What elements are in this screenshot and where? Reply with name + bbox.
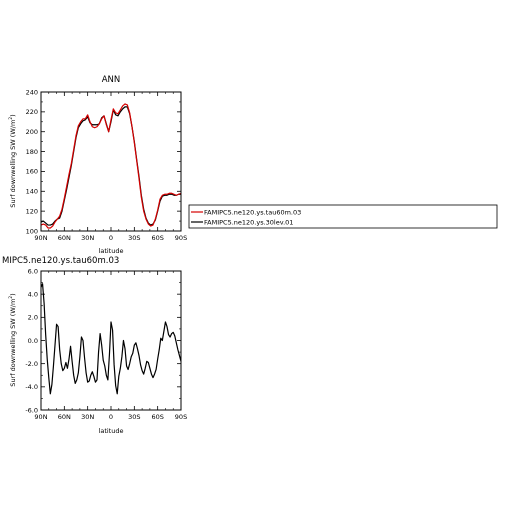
y-tick-label-bottom: 0.0 bbox=[28, 337, 38, 345]
x-tick-label-top: 60N bbox=[58, 234, 71, 242]
x-tick-label-bottom: 90S bbox=[175, 413, 187, 421]
y-tick-label-bottom: 4.0 bbox=[28, 290, 38, 298]
panel-bottom-ylabel: Surf downwelling SW (W/m2) bbox=[8, 293, 17, 386]
legend-box bbox=[188, 204, 498, 229]
series-line-top-0 bbox=[40, 103, 182, 229]
panel-top-lines bbox=[40, 103, 182, 229]
x-tick-label-top: 30N bbox=[81, 234, 94, 242]
x-tick-label-bottom: 30S bbox=[128, 413, 140, 421]
x-tick-label-bottom: 90N bbox=[34, 413, 47, 421]
x-tick-label-top: 0 bbox=[109, 234, 113, 242]
y-tick-label-top: 100 bbox=[26, 227, 38, 235]
panel-top-axes: 90N 60N 30N 0 30S 60S 90S 100 120 140 160 180 200 220… bbox=[26, 88, 188, 242]
y-tick-label-top: 240 bbox=[26, 88, 38, 96]
x-tick-label-top: 30S bbox=[128, 234, 140, 242]
y-tick-label-bottom: -4.0 bbox=[25, 383, 38, 391]
panel-top: ANN 90N 60N 30N 0 30S 60S 90S 100 120 140 160 180 20… bbox=[8, 75, 187, 255]
x-tick-label-bottom: 30N bbox=[81, 413, 94, 421]
y-tick-label-bottom: -6.0 bbox=[25, 406, 38, 414]
y-tick-label-top: 160 bbox=[26, 168, 38, 176]
legend-label-1: FAMIPC5.ne120.ys.tau60m.03 bbox=[204, 209, 301, 217]
series-line-bottom-0 bbox=[40, 283, 182, 395]
panel-bottom: MIPC5.ne120.ys.tau60m.03 90N 60N 30N 0 30S 60… bbox=[2, 256, 187, 435]
y-tick-label-bottom: 2.0 bbox=[28, 314, 38, 322]
y-tick-label-top: 220 bbox=[26, 108, 38, 116]
panel-top-title: ANN bbox=[102, 75, 121, 85]
panel-top-xlabel: latitude bbox=[99, 247, 124, 255]
panel-top-frame bbox=[40, 91, 182, 232]
y-tick-label-top: 200 bbox=[26, 128, 38, 136]
panel-bottom-frame bbox=[40, 270, 182, 411]
panel-bottom-axes: 90N 60N 30N 0 30S 60S 90S -6.0 -4.0 -2.0 0.0 2.0 4.0… bbox=[25, 267, 187, 421]
panel-bottom-xlabel: latitude bbox=[99, 427, 124, 435]
y-tick-label-top: 140 bbox=[26, 188, 38, 196]
x-tick-label-bottom: 0 bbox=[109, 413, 113, 421]
legend: FAMIPC5.ne120.ys.tau60m.03 FAMIPC5.ne120… bbox=[188, 204, 498, 229]
panel-top-ylabel: Surf downwelling SW (W/m2) bbox=[8, 114, 17, 207]
x-tick-label-top: 60S bbox=[151, 234, 163, 242]
x-tick-label-top: 90S bbox=[175, 234, 187, 242]
x-tick-label-top: 90N bbox=[34, 234, 47, 242]
y-tick-label-top: 120 bbox=[26, 207, 38, 215]
legend-label-2: FAMIPC5.ne120.ys.30lev.01 bbox=[204, 219, 293, 227]
y-tick-label-top: 180 bbox=[26, 148, 38, 156]
panel-bottom-lines bbox=[40, 283, 182, 395]
y-tick-label-bottom: 6.0 bbox=[28, 267, 38, 275]
x-tick-label-bottom: 60S bbox=[151, 413, 163, 421]
panel-bottom-title: MIPC5.ne120.ys.tau60m.03 bbox=[2, 256, 119, 266]
y-tick-label-bottom: -2.0 bbox=[25, 360, 38, 368]
x-tick-label-bottom: 60N bbox=[58, 413, 71, 421]
